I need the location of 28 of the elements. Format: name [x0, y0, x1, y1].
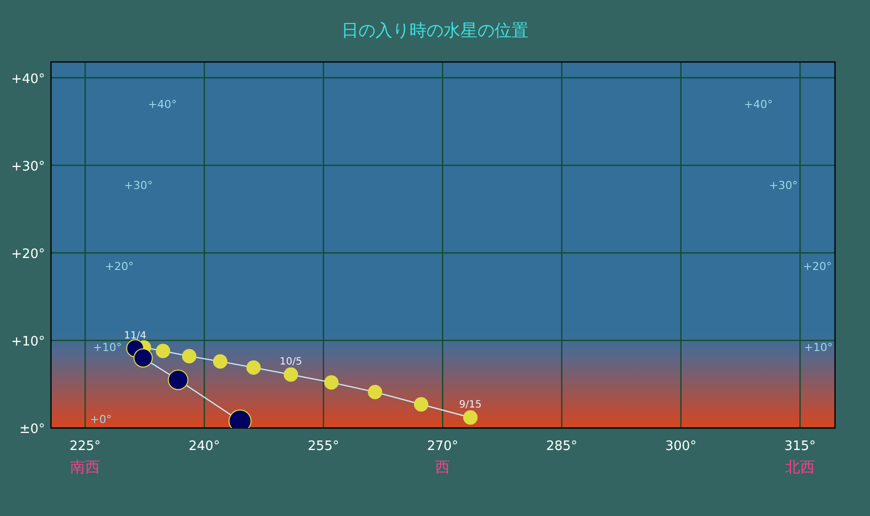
y-tick-label: +40°	[11, 72, 45, 87]
annotation: +40°	[744, 98, 773, 111]
text: 西	[435, 458, 450, 476]
text: 北西	[785, 458, 816, 476]
annotation: +10°	[804, 341, 833, 354]
x-tick-label: 300°	[665, 439, 697, 454]
text: 南西	[70, 458, 100, 476]
x-tick-label: 270°	[426, 439, 458, 454]
x-tick-label: 285°	[546, 439, 578, 454]
x-tick-label: 315°	[784, 439, 816, 454]
annotation: +30°	[124, 179, 153, 192]
annotation: +10°	[93, 341, 122, 354]
annotation: +20°	[105, 260, 134, 273]
y-tick-label: +30°	[11, 159, 45, 174]
annotation: 11/4	[124, 330, 146, 342]
annotation: +20°	[803, 260, 832, 273]
annotation: 9/15	[459, 399, 482, 410]
y-tick-label: +10°	[11, 334, 45, 350]
y-tick-label: ±0°	[19, 422, 45, 437]
x-tick-label: 240°	[188, 439, 220, 454]
annotation: +30°	[769, 179, 798, 192]
y-tick-label: +20°	[11, 246, 45, 262]
annotation: 10/5	[280, 356, 302, 368]
x-tick-label: 255°	[308, 439, 340, 454]
chart-title: 日の入り時の水星の位置	[342, 21, 528, 41]
annotation: +0°	[90, 413, 112, 426]
x-tick-label: 225°	[69, 439, 101, 454]
annotation: +40°	[148, 98, 177, 111]
